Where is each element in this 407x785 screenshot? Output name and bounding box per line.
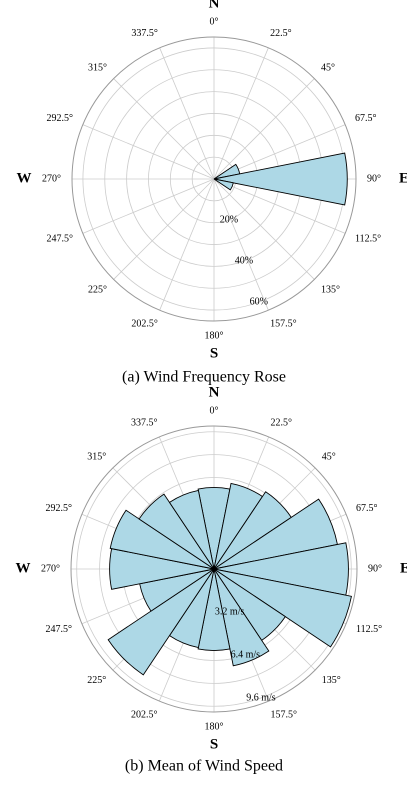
bar (213, 178, 234, 191)
spoke (213, 178, 269, 311)
angle-label: 225° (87, 675, 106, 686)
spoke (113, 178, 215, 280)
bar (213, 152, 348, 206)
angle-label: 337.5° (131, 417, 158, 428)
spoke (213, 78, 315, 180)
angle-label: 45° (322, 452, 336, 463)
angle-label: 270° (42, 173, 61, 184)
angle-label: 67.5° (355, 113, 377, 124)
cardinal-label: E (399, 170, 407, 186)
radial-tick-label: 9.6 m/s (246, 692, 276, 703)
angle-label: 45° (321, 62, 335, 73)
angle-label: 112.5° (356, 624, 382, 635)
angle-label: 315° (87, 452, 106, 463)
angle-label: 180° (205, 330, 224, 341)
angle-label: 90° (367, 173, 381, 184)
bar (107, 568, 215, 676)
spoke (159, 47, 215, 180)
angle-label: 0° (210, 16, 219, 27)
outer-ring (70, 425, 358, 713)
spoke (82, 178, 215, 234)
angle-label: 157.5° (270, 318, 297, 329)
chart-title: (a) Wind Frequency Rose (122, 369, 286, 386)
radial-tick-label: 3.2 m/s (215, 606, 245, 617)
spoke (213, 178, 346, 234)
angle-label: 202.5° (131, 709, 158, 720)
angle-label: 0° (210, 405, 219, 416)
angle-label: 315° (88, 62, 107, 73)
angle-label: 247.5° (46, 624, 73, 635)
angle-label: 270° (41, 563, 60, 574)
angle-label: 22.5° (270, 28, 292, 39)
angle-label: 202.5° (131, 318, 158, 329)
bar (168, 489, 215, 570)
cardinal-label: S (210, 736, 218, 752)
radial-tick-label: 20% (220, 214, 238, 225)
bar (197, 568, 231, 651)
spoke (113, 78, 215, 180)
bar (213, 568, 352, 648)
angle-label: 135° (321, 284, 340, 295)
angle-label: 22.5° (270, 417, 292, 428)
cardinal-label: N (209, 0, 220, 11)
bar (138, 493, 215, 570)
angle-label: 67.5° (356, 503, 378, 514)
angle-label: 157.5° (270, 709, 297, 720)
angle-label: 180° (205, 721, 224, 732)
cardinal-label: W (17, 170, 32, 186)
angle-label: 292.5° (46, 113, 73, 124)
spoke (213, 178, 315, 280)
cardinal-label: N (209, 384, 220, 400)
angle-label: 337.5° (131, 28, 158, 39)
angle-label: 90° (368, 563, 382, 574)
cardinal-label: W (16, 560, 31, 576)
outer-ring (71, 36, 357, 322)
bar (109, 509, 215, 570)
angle-label: 225° (88, 284, 107, 295)
angle-label: 247.5° (46, 233, 73, 244)
spoke (159, 178, 215, 311)
radial-tick-label: 40% (235, 255, 253, 266)
chart-title: (b) Mean of Wind Speed (125, 758, 283, 775)
spoke (82, 124, 215, 180)
radial-tick-label: 6.4 m/s (231, 649, 261, 660)
cardinal-label: E (400, 560, 407, 576)
grid-ring (76, 431, 352, 707)
cardinal-label: S (210, 345, 218, 361)
angle-label: 135° (322, 675, 341, 686)
spoke (213, 47, 269, 180)
bar (213, 568, 270, 667)
angle-label: 112.5° (355, 233, 381, 244)
angle-label: 292.5° (46, 503, 73, 514)
radial-tick-label: 60% (250, 296, 268, 307)
